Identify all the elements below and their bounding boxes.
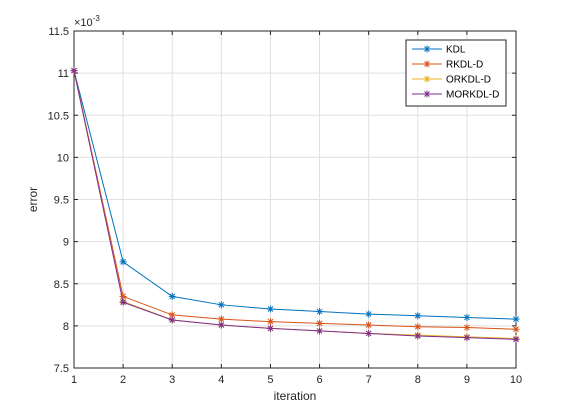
series-morkdl-d	[70, 67, 520, 343]
y-axis-label: error	[26, 187, 40, 212]
legend-marker	[423, 60, 431, 68]
data-point-kdl	[512, 315, 520, 323]
legend-marker	[423, 75, 431, 83]
data-point-rkdl-d	[316, 319, 324, 327]
series-line-morkdl-d	[73, 70, 517, 340]
x-tick-label: 5	[267, 374, 273, 386]
series-line-rkdl-d	[73, 70, 517, 330]
x-tick-label: 2	[120, 374, 126, 386]
data-point-kdl	[316, 308, 324, 316]
data-point-rkdl-d	[217, 315, 225, 323]
series-line-kdl	[73, 70, 517, 320]
data-point-kdl	[168, 292, 176, 300]
data-point-kdl	[365, 310, 373, 318]
data-point-rkdl-d	[463, 324, 471, 332]
legend-entry-orkdl-d: ORKDL-D	[412, 75, 491, 86]
data-point-morkdl-d	[463, 334, 471, 342]
y-tick-label: 9.5	[54, 195, 69, 207]
data-point-rkdl-d	[414, 323, 422, 331]
legend-label: MORKDL-D	[446, 90, 499, 101]
legend-marker	[423, 45, 431, 53]
legend-label: RKDL-D	[446, 60, 483, 71]
legend-label: KDL	[446, 45, 466, 56]
x-tick-label: 1	[71, 374, 77, 386]
x-tick-label: 3	[169, 374, 175, 386]
data-point-kdl	[414, 312, 422, 320]
data-point-morkdl-d	[119, 298, 127, 306]
data-point-morkdl-d	[512, 335, 520, 343]
x-tick-label: 4	[218, 374, 224, 386]
y-tick-label: 7.5	[54, 363, 69, 375]
x-axis-label: iteration	[274, 389, 317, 403]
data-point-morkdl-d	[217, 321, 225, 329]
legend-entry-rkdl-d: RKDL-D	[412, 60, 483, 71]
data-point-kdl	[463, 313, 471, 321]
x-tick-label: 9	[464, 374, 470, 386]
data-point-kdl	[266, 305, 274, 313]
y-tick-label: 9	[63, 237, 69, 249]
data-point-morkdl-d	[266, 324, 274, 332]
x-tick-label: 8	[415, 374, 421, 386]
y-tick-label: 10	[57, 152, 69, 164]
data-point-rkdl-d	[266, 318, 274, 326]
legend-marker	[423, 90, 431, 98]
y-tick-label: 8	[63, 321, 69, 333]
x-tick-label: 6	[316, 374, 322, 386]
legend-label: ORKDL-D	[446, 75, 491, 86]
y-exponent-label: ×10-3	[74, 14, 100, 29]
data-point-morkdl-d	[365, 329, 373, 337]
y-tick-label: 8.5	[54, 279, 69, 291]
legend-entry-morkdl-d: MORKDL-D	[412, 90, 499, 101]
data-point-kdl	[217, 301, 225, 309]
y-tick-label: 10.5	[48, 110, 69, 122]
data-point-morkdl-d	[414, 332, 422, 340]
axis-ticks: 1 2 3 4 5 6 7 8 9 10 7.5 8 8.5 9 9.5 10 10.5 11 11.5	[48, 26, 523, 386]
x-tick-label: 7	[366, 374, 372, 386]
series-rkdl-d	[70, 67, 520, 333]
data-point-rkdl-d	[512, 325, 520, 333]
data-point-kdl	[119, 258, 127, 266]
legend: KDL RKDL-D ORKDL-D MORKDL-D	[405, 39, 507, 107]
x-tick-label: 10	[510, 374, 522, 386]
data-point-morkdl-d	[316, 327, 324, 335]
data-point-morkdl-d	[70, 67, 78, 75]
legend-box	[405, 39, 507, 107]
y-tick-label: 11	[58, 68, 69, 80]
series-group	[70, 67, 520, 343]
y-tick-label: 11.5	[48, 26, 69, 38]
data-point-morkdl-d	[168, 316, 176, 324]
data-point-rkdl-d	[365, 321, 373, 329]
legend-entry-kdl: KDL	[412, 45, 466, 56]
